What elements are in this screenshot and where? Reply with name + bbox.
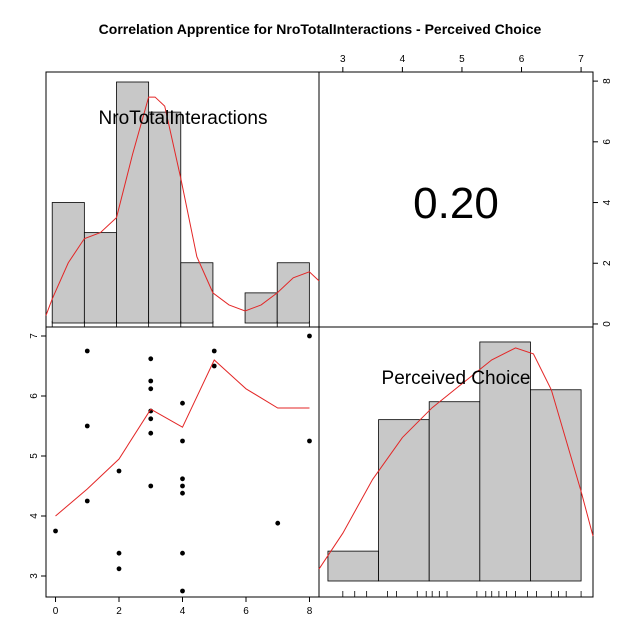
scatter-point-4 bbox=[116, 468, 122, 474]
hist-x-bar-3 bbox=[148, 111, 182, 324]
top-axis-tick-label-0: 3 bbox=[340, 54, 346, 65]
scatter-point-21 bbox=[211, 348, 217, 354]
scatter-point-1 bbox=[84, 348, 90, 354]
left-axis-tick-label-1: 4 bbox=[29, 513, 40, 519]
hist-y-bar-0 bbox=[327, 550, 379, 582]
scatter-point-23 bbox=[275, 520, 281, 526]
scatter-point-22 bbox=[211, 363, 217, 369]
scatter-point-9 bbox=[148, 386, 154, 392]
scatter-point-16 bbox=[180, 476, 185, 482]
scatter-point-20 bbox=[180, 588, 185, 594]
bottom-axis-tick-label-1: 2 bbox=[116, 606, 122, 617]
hist-x-layer bbox=[45, 81, 320, 327]
left-axis-tick-label-4: 7 bbox=[29, 333, 40, 339]
left-axis-tick-label-0: 3 bbox=[29, 573, 40, 579]
panel-scatter bbox=[45, 326, 320, 598]
scatter-point-6 bbox=[116, 566, 122, 572]
scatter-point-0 bbox=[53, 528, 58, 534]
scatter-point-13 bbox=[148, 483, 154, 489]
hist-x-bar-6 bbox=[244, 292, 278, 324]
hist-y-layer bbox=[318, 341, 594, 597]
scatter-point-18 bbox=[180, 490, 185, 496]
top-axis-tick-label-1: 4 bbox=[400, 54, 406, 65]
diag-label-nrototalinteractions: NroTotalInteractions bbox=[99, 108, 268, 129]
scatter-point-14 bbox=[180, 400, 185, 406]
hist-x-density-line bbox=[45, 96, 320, 316]
right-axis-tick-label-2: 4 bbox=[602, 199, 613, 205]
scatter-point-11 bbox=[148, 416, 154, 422]
scatter-point-15 bbox=[180, 438, 185, 444]
bottom-axis-tick-label-3: 6 bbox=[243, 606, 249, 617]
scatter-point-5 bbox=[116, 550, 122, 556]
scatter-point-17 bbox=[180, 483, 185, 489]
hist-y-bar-2 bbox=[428, 401, 481, 582]
scatter-point-3 bbox=[84, 498, 90, 504]
hist-x-bar-7 bbox=[276, 262, 310, 324]
bottom-axis-tick-label-2: 4 bbox=[180, 606, 186, 617]
correlation-value: 0.20 bbox=[413, 179, 499, 228]
hist-x-bar-2 bbox=[116, 81, 150, 324]
diag-label-perceived-choice: Perceived Choice bbox=[382, 368, 531, 389]
bottom-axis-tick-label-0: 0 bbox=[53, 606, 59, 617]
right-axis-tick-label-3: 6 bbox=[602, 139, 613, 145]
scatter-smooth-line bbox=[55, 359, 310, 517]
scatter-point-8 bbox=[148, 378, 154, 384]
scatter-layer bbox=[53, 333, 312, 594]
top-axis-tick-label-4: 7 bbox=[578, 54, 584, 65]
scatter-point-12 bbox=[148, 430, 154, 436]
right-axis-tick-label-1: 2 bbox=[602, 260, 613, 266]
right-axis-tick-label-4: 8 bbox=[602, 78, 613, 84]
axes-layer: 0 2 4 6 8 3 4 5 6 7 3 4 5 6 7 0 2 4 6 8 bbox=[29, 54, 613, 617]
scatter-point-7 bbox=[148, 356, 154, 362]
hist-y-bar-3 bbox=[479, 341, 531, 582]
top-axis-tick-label-3: 6 bbox=[519, 54, 525, 65]
hist-y-bar-1 bbox=[378, 419, 430, 582]
scatter-point-24 bbox=[307, 333, 312, 339]
panel-hist-perceived-choice bbox=[318, 326, 594, 598]
scatter-point-25 bbox=[307, 438, 312, 444]
top-axis-tick-label-2: 5 bbox=[459, 54, 465, 65]
chart-title: Correlation Apprentice for NroTotalInter… bbox=[99, 21, 542, 37]
left-axis-tick-label-2: 5 bbox=[29, 453, 40, 459]
hist-y-bar-4 bbox=[530, 389, 582, 582]
bottom-axis-tick-label-4: 8 bbox=[307, 606, 313, 617]
left-axis-tick-label-3: 6 bbox=[29, 393, 40, 399]
scatter-point-19 bbox=[180, 550, 185, 556]
scatter-point-2 bbox=[84, 423, 90, 429]
hist-x-bar-1 bbox=[83, 232, 117, 324]
right-axis-tick-label-0: 0 bbox=[602, 321, 613, 327]
hist-y-density-line bbox=[318, 347, 594, 570]
hist-x-bar-4 bbox=[180, 262, 214, 324]
